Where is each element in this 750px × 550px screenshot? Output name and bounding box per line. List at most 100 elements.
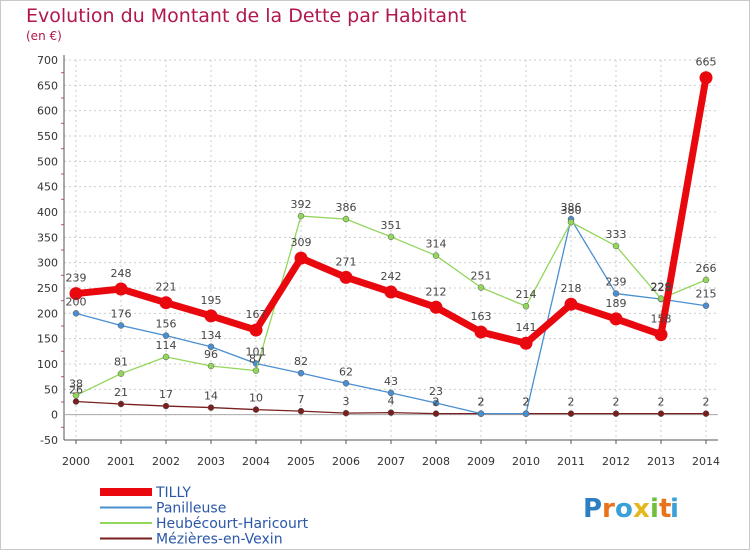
data-label: 251 xyxy=(471,269,492,282)
data-point xyxy=(387,233,395,241)
axis-layer: -50 0 50 100 150 200 250 300 350 400 450 500 550 600 6… xyxy=(37,54,720,468)
data-point xyxy=(477,284,485,291)
data-point xyxy=(567,410,575,417)
data-label: 309 xyxy=(291,236,312,249)
logo-letter: o xyxy=(615,494,633,524)
data-label: 96 xyxy=(204,348,218,361)
data-point xyxy=(162,402,170,410)
x-tick-label: 2007 xyxy=(377,455,405,468)
data-label: 239 xyxy=(606,276,627,289)
x-tick-label: 2014 xyxy=(692,455,720,468)
data-label: 271 xyxy=(336,255,357,268)
data-label: 43 xyxy=(384,375,398,388)
x-tick-label: 2005 xyxy=(287,455,315,468)
data-point xyxy=(207,343,215,351)
data-label: 2 xyxy=(523,396,530,409)
y-tick-label: 0 xyxy=(51,409,58,422)
logo-letter: x xyxy=(633,494,650,524)
y-tick-label: 450 xyxy=(37,181,58,194)
data-point xyxy=(207,404,215,411)
logo-letter: P xyxy=(583,494,602,524)
data-label: 2 xyxy=(523,396,530,409)
x-tick-label: 2001 xyxy=(107,455,135,468)
y-tick-label: 200 xyxy=(37,307,58,320)
data-point xyxy=(477,410,485,417)
data-label-layer: 239 2482211951673092712422121631412181891… xyxy=(66,56,717,409)
data-label: 21 xyxy=(114,386,128,399)
data-label: 386 xyxy=(336,201,357,214)
data-label: 314 xyxy=(426,238,447,251)
logo-letter: t xyxy=(659,494,671,524)
data-label: 212 xyxy=(426,285,447,298)
data-point xyxy=(342,215,350,223)
data-point xyxy=(567,218,575,226)
data-point xyxy=(297,407,305,415)
data-label: 248 xyxy=(111,267,132,280)
data-point xyxy=(702,302,710,309)
data-label: 158 xyxy=(651,313,672,326)
data-label: 2 xyxy=(568,396,575,409)
data-point xyxy=(117,400,125,408)
data-label: 62 xyxy=(339,365,353,378)
x-tick-label: 2012 xyxy=(602,455,630,468)
y-tick-label: 500 xyxy=(37,155,58,168)
data-label: 266 xyxy=(696,262,717,275)
data-point xyxy=(657,410,665,417)
data-point xyxy=(699,71,713,85)
data-point xyxy=(297,369,305,377)
grid-layer xyxy=(64,59,718,441)
data-label: 380 xyxy=(561,204,582,217)
data-point xyxy=(429,300,443,314)
data-point xyxy=(612,410,620,417)
data-label: 87 xyxy=(249,353,263,366)
data-label: 134 xyxy=(201,329,222,342)
data-label: 82 xyxy=(294,355,308,368)
data-point xyxy=(612,290,620,297)
data-label: 2 xyxy=(703,396,710,409)
data-point xyxy=(522,302,530,310)
data-point xyxy=(249,323,263,337)
data-label: 81 xyxy=(114,356,128,369)
data-label: 7 xyxy=(298,393,305,406)
data-label: 228 xyxy=(651,281,672,294)
y-tick-label: 400 xyxy=(37,206,58,219)
data-label: 4 xyxy=(388,395,395,408)
data-label: 215 xyxy=(696,288,717,301)
data-point xyxy=(159,296,173,310)
y-tick-label: 250 xyxy=(37,282,58,295)
data-label: 141 xyxy=(516,321,537,334)
y-tick-label: -50 xyxy=(40,434,58,447)
data-label: 2 xyxy=(478,396,485,409)
data-label: 3 xyxy=(343,395,350,408)
data-point xyxy=(609,312,623,326)
x-tick-label: 2011 xyxy=(557,455,585,468)
data-label: 156 xyxy=(156,318,177,331)
data-point xyxy=(384,285,398,299)
data-label: 221 xyxy=(156,281,177,294)
x-tick-label: 2004 xyxy=(242,455,270,468)
y-tick-label: 300 xyxy=(37,257,58,270)
data-point xyxy=(114,282,128,296)
data-label: 386 xyxy=(561,201,582,214)
data-point xyxy=(69,287,83,301)
data-label: 665 xyxy=(696,56,717,69)
data-point xyxy=(342,380,350,387)
data-point xyxy=(162,332,170,339)
data-label: 163 xyxy=(471,310,492,323)
data-label: 242 xyxy=(381,270,402,283)
data-label: 333 xyxy=(606,228,627,241)
data-point xyxy=(297,212,305,220)
data-point xyxy=(72,310,80,317)
data-label: 14 xyxy=(204,390,218,403)
legend-label: Heubécourt-Haricourt xyxy=(156,516,309,532)
y-tick-label: 50 xyxy=(44,383,58,396)
x-tick-label: 2009 xyxy=(467,455,495,468)
data-point xyxy=(204,309,218,323)
data-point xyxy=(342,409,350,417)
data-label: 2 xyxy=(658,396,665,409)
data-label: 176 xyxy=(111,307,132,320)
data-point xyxy=(519,336,533,350)
y-tick-label: 150 xyxy=(37,333,58,346)
